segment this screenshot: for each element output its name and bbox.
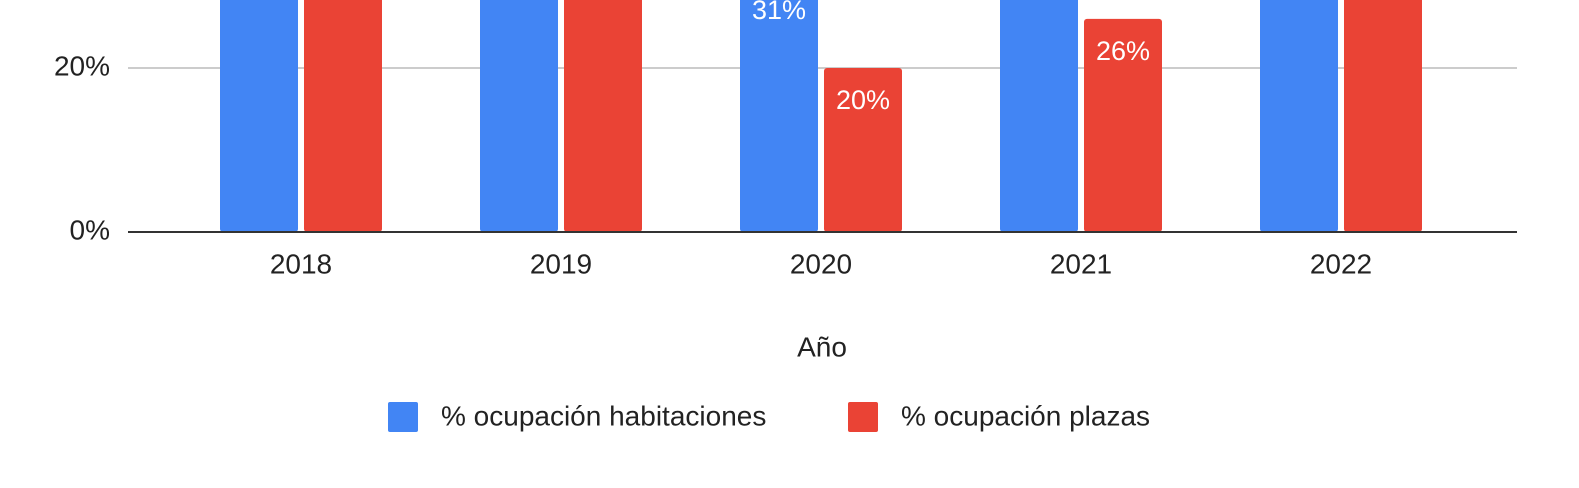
x-tick-label: 2019 <box>530 248 592 279</box>
bar <box>220 0 298 232</box>
legend-swatch <box>848 402 878 432</box>
x-tick-label: 2021 <box>1050 248 1112 279</box>
legend-label: % ocupación habitaciones <box>441 400 766 431</box>
bar <box>1000 0 1078 232</box>
bar <box>480 0 558 232</box>
x-tick-label: 2018 <box>270 248 332 279</box>
data-label: 20% <box>836 85 890 115</box>
data-label: 31% <box>752 0 806 25</box>
y-tick-label: 20% <box>54 50 110 81</box>
legend-label: % ocupación plazas <box>901 400 1150 431</box>
bar <box>1344 0 1422 232</box>
data-label: 26% <box>1096 36 1150 66</box>
bar <box>1084 18 1162 233</box>
bar <box>1260 0 1338 232</box>
bar <box>824 68 902 232</box>
y-tick-label: 0% <box>70 214 110 245</box>
x-tick-label: 2020 <box>790 248 852 279</box>
bar <box>304 0 382 232</box>
bar <box>564 0 642 232</box>
legend-swatch <box>388 402 418 432</box>
bar <box>740 0 818 232</box>
x-tick-label: 2022 <box>1310 248 1372 279</box>
x-axis-title: Año <box>797 331 847 362</box>
